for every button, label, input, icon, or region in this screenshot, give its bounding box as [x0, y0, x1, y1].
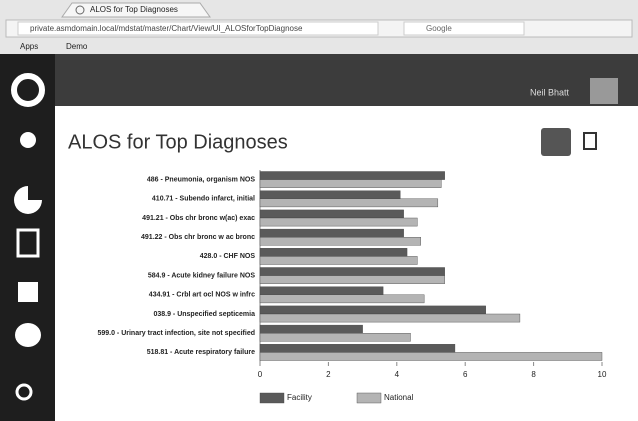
bar	[260, 218, 417, 226]
x-tick-label: 10	[598, 370, 607, 379]
bar	[260, 325, 363, 333]
user-avatar[interactable]	[590, 78, 618, 104]
search-box[interactable]	[404, 22, 524, 35]
bar	[260, 333, 410, 341]
bar	[260, 248, 407, 256]
tab-title[interactable]: ALOS for Top Diagnoses	[90, 5, 178, 14]
y-tick-label: 038.9 - Unspecified septicemia	[153, 311, 255, 318]
y-tick-label: 584.9 - Acute kidney failure NOS	[148, 272, 255, 279]
sidebar	[0, 54, 55, 421]
url[interactable]: private.asmdomain.local/mdstat/master/Ch…	[30, 24, 303, 33]
bar	[260, 287, 383, 295]
x-tick-label: 2	[326, 370, 331, 379]
y-tick-label: 491.22 - Obs chr bronc w ac bronc	[141, 234, 255, 241]
legend-label: National	[384, 393, 414, 402]
bar	[260, 256, 417, 264]
page-title: ALOS for Top Diagnoses	[68, 131, 288, 153]
chart: 0 2 4 6 8 10 486 - Pneumonia, organism NOS 410.…	[97, 170, 607, 403]
legend-label: Facility	[287, 393, 312, 402]
bar	[260, 276, 445, 284]
bar	[260, 199, 438, 207]
bar	[260, 314, 520, 322]
x-tick-label: 8	[531, 370, 536, 379]
chart-view-button[interactable]	[541, 128, 571, 156]
bar	[260, 237, 421, 245]
y-tick-label: 599.0 - Urinary tract infection, site no…	[97, 330, 255, 337]
bookmark[interactable]: Demo	[66, 42, 88, 51]
x-tick-label: 4	[395, 370, 400, 379]
bar	[260, 180, 441, 188]
bar	[260, 191, 400, 199]
y-tick-label: 518.81 - Acute respiratory failure	[147, 349, 255, 356]
y-tick-label: 486 - Pneumonia, organism NOS	[147, 176, 255, 183]
user-name[interactable]: Neil Bhatt	[530, 87, 570, 97]
bar	[260, 268, 445, 276]
table-view-button[interactable]	[584, 133, 596, 149]
bar	[260, 352, 602, 360]
bar	[260, 229, 404, 237]
nav-icon-plugin[interactable]	[18, 282, 38, 302]
y-tick-label: 428.0 - CHF NOS	[200, 253, 256, 260]
x-tick-label: 0	[258, 370, 263, 379]
bar	[260, 295, 424, 303]
x-tick-label: 6	[463, 370, 468, 379]
y-tick-label: 491.21 - Obs chr bronc w(ac) exac	[142, 215, 255, 222]
y-tick-label: 434.91 - Crbl art ocl NOS w infrc	[149, 292, 255, 299]
search-engine[interactable]: Google	[426, 24, 452, 33]
y-tick-label: 410.71 - Subendo infarct, initial	[152, 196, 255, 203]
bar	[260, 344, 455, 352]
nav-icon-users[interactable]	[20, 132, 36, 148]
screen: ALOS for Top Diagnoses private.asmdomain…	[0, 0, 638, 421]
legend-swatch	[260, 393, 284, 403]
app-header	[0, 54, 638, 106]
bar	[260, 172, 445, 180]
bar	[260, 306, 486, 314]
nav-icon-database[interactable]	[15, 323, 41, 347]
page: ALOS for Top Diagnoses private.asmdomain…	[0, 0, 638, 421]
bar	[260, 210, 404, 218]
legend-swatch	[357, 393, 381, 403]
bookmark[interactable]: Apps	[20, 42, 38, 51]
